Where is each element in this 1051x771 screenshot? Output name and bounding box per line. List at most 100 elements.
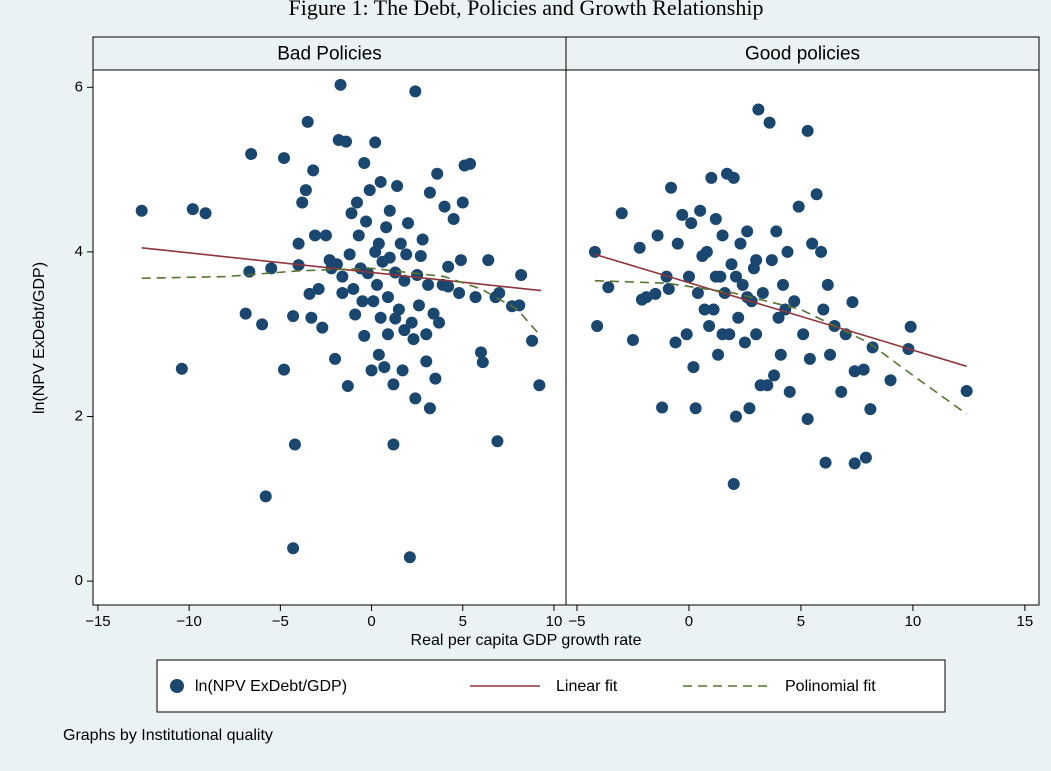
data-point bbox=[725, 258, 738, 271]
data-point bbox=[259, 490, 272, 503]
data-point bbox=[846, 296, 859, 309]
data-point bbox=[442, 260, 455, 273]
data-point bbox=[454, 254, 467, 267]
data-point bbox=[319, 229, 332, 242]
data-point bbox=[422, 278, 435, 291]
data-point bbox=[245, 147, 258, 160]
data-point bbox=[750, 254, 763, 267]
data-point bbox=[705, 171, 718, 184]
data-point bbox=[707, 303, 720, 316]
data-point bbox=[256, 318, 269, 331]
data-point bbox=[175, 362, 188, 375]
data-point bbox=[526, 334, 539, 347]
data-point bbox=[685, 217, 698, 230]
data-point bbox=[635, 293, 648, 306]
data-point bbox=[265, 262, 278, 275]
data-point bbox=[848, 457, 861, 470]
data-point bbox=[378, 361, 391, 374]
data-point bbox=[633, 241, 646, 254]
x-tick-label: 10 bbox=[546, 613, 563, 630]
data-point bbox=[783, 385, 796, 398]
data-point bbox=[694, 204, 707, 217]
x-tick-label: −5 bbox=[272, 613, 289, 630]
polynomial-fit-line bbox=[141, 267, 542, 338]
data-point bbox=[464, 157, 477, 170]
data-point bbox=[689, 402, 702, 415]
data-point bbox=[186, 203, 199, 216]
data-point bbox=[476, 356, 489, 369]
data-point bbox=[772, 311, 785, 324]
data-point bbox=[513, 299, 526, 312]
data-point bbox=[453, 287, 466, 300]
data-point bbox=[750, 328, 763, 341]
data-point bbox=[301, 115, 314, 128]
data-point bbox=[371, 278, 384, 291]
data-point bbox=[345, 207, 358, 220]
data-point bbox=[287, 542, 300, 555]
data-point bbox=[336, 270, 349, 283]
data-point bbox=[372, 348, 385, 361]
data-point bbox=[743, 402, 756, 415]
data-point bbox=[374, 311, 387, 324]
data-point bbox=[687, 361, 700, 374]
data-point bbox=[709, 212, 722, 225]
data-point bbox=[402, 217, 415, 230]
data-point bbox=[277, 363, 290, 376]
data-point bbox=[732, 311, 745, 324]
x-tick-label: −5 bbox=[568, 613, 585, 630]
data-point bbox=[420, 328, 433, 341]
x-tick-label: 5 bbox=[797, 613, 805, 630]
data-point bbox=[788, 295, 801, 308]
data-point bbox=[420, 355, 433, 368]
data-point bbox=[305, 311, 318, 324]
legend bbox=[156, 659, 946, 713]
data-point bbox=[374, 175, 387, 188]
data-point bbox=[360, 215, 373, 228]
data-point bbox=[312, 282, 325, 295]
data-point bbox=[821, 278, 834, 291]
data-point bbox=[316, 321, 329, 334]
data-point bbox=[716, 229, 729, 242]
data-point bbox=[602, 281, 615, 294]
data-point bbox=[429, 372, 442, 385]
data-point bbox=[369, 136, 382, 149]
data-point bbox=[398, 324, 411, 337]
data-point bbox=[591, 319, 604, 332]
data-point bbox=[287, 310, 300, 323]
data-point bbox=[709, 270, 722, 283]
data-point bbox=[736, 278, 749, 291]
data-point bbox=[349, 308, 362, 321]
chart-title: Figure 1: The Debt, Policies and Growth … bbox=[289, 0, 764, 20]
x-tick-label: 0 bbox=[367, 613, 375, 630]
data-point bbox=[729, 270, 742, 283]
data-point bbox=[380, 221, 393, 234]
data-point bbox=[761, 379, 774, 392]
data-point bbox=[765, 254, 778, 267]
data-point bbox=[307, 164, 320, 177]
data-point bbox=[656, 401, 669, 414]
legend-label: ln(NPV ExDebt/GDP) bbox=[195, 678, 347, 695]
data-point bbox=[904, 320, 917, 333]
data-point bbox=[340, 135, 353, 148]
data-point bbox=[777, 278, 790, 291]
data-point bbox=[423, 186, 436, 199]
data-point bbox=[336, 287, 349, 300]
legend-label: Linear fit bbox=[556, 678, 618, 695]
data-point bbox=[456, 196, 469, 209]
data-point bbox=[296, 196, 309, 209]
data-point bbox=[469, 291, 482, 304]
data-point bbox=[409, 392, 422, 405]
data-point bbox=[756, 287, 769, 300]
y-tick-label: 4 bbox=[75, 243, 83, 260]
data-point bbox=[676, 208, 689, 221]
data-point bbox=[372, 237, 385, 250]
data-point bbox=[482, 254, 495, 267]
data-point bbox=[960, 385, 973, 397]
data-point bbox=[774, 348, 787, 361]
data-point bbox=[416, 233, 429, 246]
data-point bbox=[727, 478, 740, 491]
data-point bbox=[864, 403, 877, 416]
data-point bbox=[792, 200, 805, 213]
data-point bbox=[491, 435, 504, 448]
data-point bbox=[680, 328, 693, 341]
